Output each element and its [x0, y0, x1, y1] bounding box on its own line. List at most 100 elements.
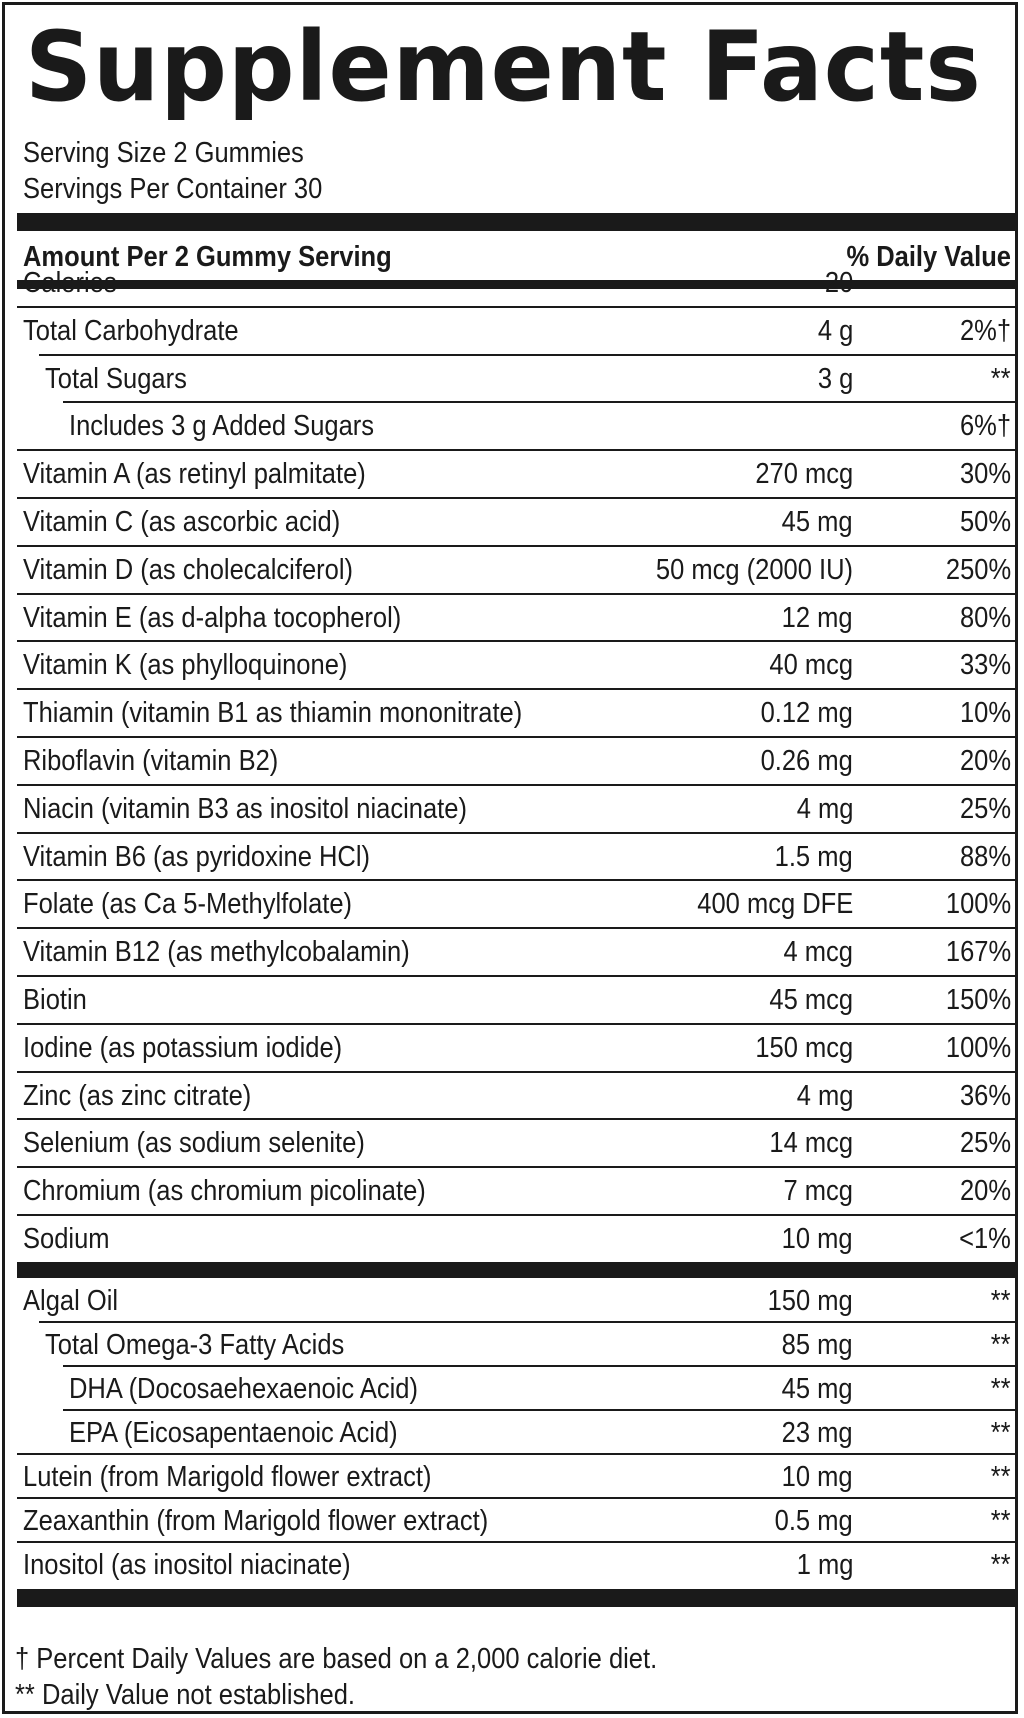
- nutrient-name: Niacin (vitamin B3 as inositol niacinate…: [23, 792, 467, 825]
- row-divider: [17, 496, 1015, 499]
- nutrient-daily-value: 30%: [959, 458, 1011, 491]
- nutrient-amount: 10 mg: [782, 1460, 853, 1493]
- row-divider: [17, 544, 1015, 547]
- nutrient-amount: 0.26 mg: [760, 745, 853, 777]
- nutrient-amount: 50 mcg (2000 IU): [655, 553, 853, 586]
- nutrient-amount: 4 mg: [796, 792, 853, 825]
- nutrient-amount: 0.5 mg: [774, 1504, 853, 1537]
- table-row: Biotin 45 mcg 150%: [17, 977, 1015, 1025]
- nutrient-amount: 45 mg: [782, 506, 853, 538]
- nutrient-daily-value: **: [991, 1328, 1011, 1361]
- nutrient-daily-value: <1%: [959, 1223, 1011, 1255]
- nutrient-name: Folate (as Ca 5-Methylfolate): [23, 888, 353, 921]
- row-divider: [63, 1364, 1015, 1367]
- table-row: Total Carbohydrate 4 g 2%†: [17, 308, 1015, 356]
- table-row: Vitamin B12 (as methylcobalamin) 4 mcg 167…: [17, 929, 1015, 977]
- nutrient-daily-value: **: [991, 1460, 1011, 1493]
- label-title: Supplement Facts: [25, 11, 982, 123]
- nutrient-amount: 150 mg: [767, 1284, 853, 1317]
- nutrient-amount: 45 mcg: [769, 984, 853, 1016]
- nutrient-amount: 4 g: [817, 314, 853, 347]
- row-divider: [17, 1022, 1015, 1025]
- nutrient-amount: 12 mg: [782, 601, 853, 634]
- row-divider: [39, 1320, 1015, 1323]
- row-divider: [17, 783, 1015, 786]
- table-row: Folate (as Ca 5-Methylfolate) 400 mcg DFE…: [17, 881, 1015, 930]
- nutrient-amount: 85 mg: [782, 1328, 853, 1361]
- nutrient-daily-value: 167%: [945, 936, 1011, 969]
- serving-size: Serving Size 2 Gummies: [23, 137, 304, 169]
- thick-divider-top: [17, 213, 1015, 231]
- table-row: Inositol (as inositol niacinate) 1 mg **: [17, 1543, 1015, 1587]
- table-row: Selenium (as sodium selenite) 14 mcg 25%: [17, 1120, 1015, 1169]
- row-divider: [17, 1496, 1015, 1499]
- nutrient-amount: 270 mcg: [755, 458, 853, 491]
- nutrient-daily-value: 25%: [959, 1127, 1011, 1160]
- nutrient-daily-value: 20%: [959, 1175, 1011, 1208]
- row-divider: [17, 831, 1015, 834]
- nutrient-name: Vitamin C (as ascorbic acid): [23, 506, 341, 538]
- table-row: Vitamin D (as cholecalciferol) 50 mcg (20…: [17, 547, 1015, 595]
- row-divider: [17, 1166, 1015, 1169]
- table-row: Vitamin E (as d-alpha tocopherol) 12 mg 80…: [17, 595, 1015, 643]
- nutrient-name: Thiamin (vitamin B1 as thiamin mononitra…: [23, 697, 523, 730]
- nutrient-amount: 4 mcg: [783, 936, 853, 969]
- nutrient-amount: 3 g: [817, 362, 853, 395]
- nutrient-amount: 23 mg: [782, 1416, 853, 1449]
- nutrient-amount: 40 mcg: [769, 649, 853, 682]
- table-row: Vitamin B6 (as pyridoxine HCl) 1.5 mg 88%: [17, 834, 1015, 882]
- nutrient-name: DHA (Docosaehexaenoic Acid): [69, 1372, 418, 1405]
- nutrient-name: Lutein (from Marigold flower extract): [23, 1460, 432, 1493]
- thick-divider-bottom: [17, 1588, 1015, 1607]
- nutrient-daily-value: 2%†: [959, 314, 1011, 347]
- nutrient-daily-value: 6%†: [959, 410, 1011, 443]
- row-divider: [17, 592, 1015, 595]
- column-header: Amount Per 2 Gummy Serving % Daily Value: [23, 237, 1013, 277]
- nutrient-daily-value: 20%: [959, 745, 1011, 777]
- row-divider: [17, 1070, 1015, 1073]
- nutrient-name: Vitamin A (as retinyl palmitate): [23, 458, 366, 491]
- nutrient-daily-value: 50%: [959, 506, 1011, 538]
- nutrient-name: Sodium: [23, 1223, 110, 1255]
- nutrient-daily-value: 150%: [945, 984, 1011, 1016]
- nutrient-name: Total Carbohydrate: [23, 314, 239, 347]
- nutrient-amount: 10 mg: [782, 1223, 853, 1255]
- nutrient-name: Algal Oil: [23, 1284, 119, 1317]
- row-divider: [39, 353, 1015, 356]
- nutrient-name: Calories: [23, 267, 117, 299]
- table-row: Zeaxanthin (from Marigold flower extract…: [17, 1499, 1015, 1543]
- nutrient-daily-value: 250%: [945, 553, 1011, 586]
- row-divider: [17, 1118, 1015, 1121]
- table-row: DHA (Docosaehexaenoic Acid) 45 mg **: [17, 1367, 1015, 1411]
- nutrient-amount: 14 mcg: [769, 1127, 853, 1160]
- table-row: Niacin (vitamin B3 as inositol niacinate…: [17, 786, 1015, 834]
- nutrient-daily-value: 36%: [959, 1079, 1011, 1112]
- table-row: Vitamin A (as retinyl palmitate) 270 mcg 3…: [17, 451, 1015, 499]
- nutrient-daily-value: 80%: [959, 601, 1011, 634]
- nutrient-name: Vitamin E (as d-alpha tocopherol): [23, 601, 402, 634]
- table-row: Vitamin C (as ascorbic acid) 45 mg 50%: [17, 499, 1015, 547]
- row-divider: [17, 735, 1015, 738]
- nutrient-name: Vitamin B12 (as methylcobalamin): [23, 936, 410, 969]
- nutrient-name: Zinc (as zinc citrate): [23, 1079, 252, 1112]
- table-row: Total Sugars 3 g **: [17, 356, 1015, 404]
- nutrient-amount: 45 mg: [782, 1372, 853, 1405]
- nutrient-name: Includes 3 g Added Sugars: [69, 410, 375, 443]
- nutrient-name: Vitamin D (as cholecalciferol): [23, 553, 353, 586]
- nutrient-name: Iodine (as potassium iodide): [23, 1031, 343, 1064]
- table-row: Thiamin (vitamin B1 as thiamin mononitra…: [17, 690, 1015, 738]
- nutrient-amount: 0.12 mg: [760, 697, 853, 730]
- row-divider: [17, 640, 1015, 643]
- nutrient-daily-value: 100%: [945, 888, 1011, 921]
- nutrient-daily-value: **: [991, 1416, 1011, 1449]
- nutrient-amount: 150 mcg: [755, 1031, 853, 1064]
- nutrient-name: Vitamin K (as phylloquinone): [23, 649, 348, 682]
- row-divider: [17, 927, 1015, 930]
- table-row: Includes 3 g Added Sugars 6%†: [17, 403, 1015, 452]
- table-row: Algal Oil 150 mg **: [17, 1279, 1015, 1323]
- table-row: Sodium 10 mg <1%: [17, 1216, 1015, 1264]
- table-row: EPA (Eicosapentaenoic Acid) 23 mg **: [17, 1411, 1015, 1455]
- row-divider: [17, 688, 1015, 691]
- row-divider: [63, 1408, 1015, 1411]
